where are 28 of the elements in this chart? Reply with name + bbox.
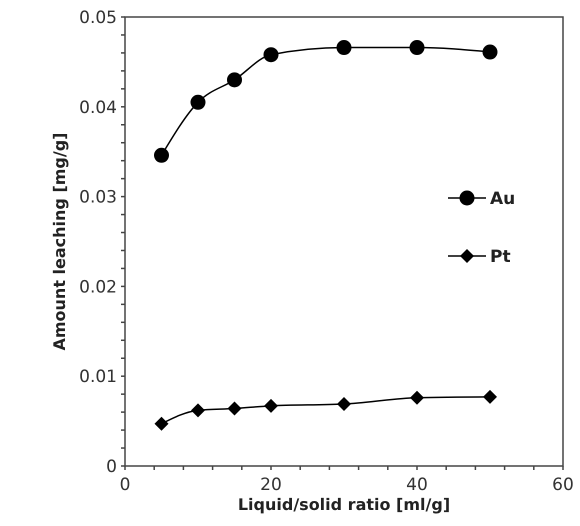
point (227, 72, 242, 88)
x-tick-label: 60 (552, 475, 574, 495)
x-tick-label: 0 (120, 475, 130, 495)
point (337, 397, 351, 412)
point (154, 148, 169, 163)
point (482, 44, 498, 60)
point (483, 390, 497, 404)
point (154, 416, 168, 431)
y-tick-label: 0.03 (79, 188, 117, 208)
point (410, 390, 424, 405)
legend-label: Pt (490, 247, 511, 267)
x-tick-label: 40 (406, 475, 428, 495)
point (336, 40, 352, 56)
y-tick-label: 0.02 (79, 277, 117, 298)
y-tick-label: 0.05 (79, 8, 117, 28)
point (228, 402, 242, 416)
x-tick-label: 20 (260, 475, 282, 495)
point (264, 47, 278, 62)
legend-label: Au (490, 189, 516, 209)
point (410, 40, 424, 56)
point (190, 94, 206, 110)
x-axis-title: Liquid/solid ratio [ml/g] (238, 495, 450, 514)
y-tick-label: 0.04 (79, 98, 117, 118)
y-tick-label: 0.01 (79, 367, 117, 388)
y-tick-label: 0 (106, 457, 117, 477)
point (264, 398, 278, 413)
point (191, 403, 205, 418)
y-axis-title: Amount leaching [mg/g] (50, 132, 69, 350)
